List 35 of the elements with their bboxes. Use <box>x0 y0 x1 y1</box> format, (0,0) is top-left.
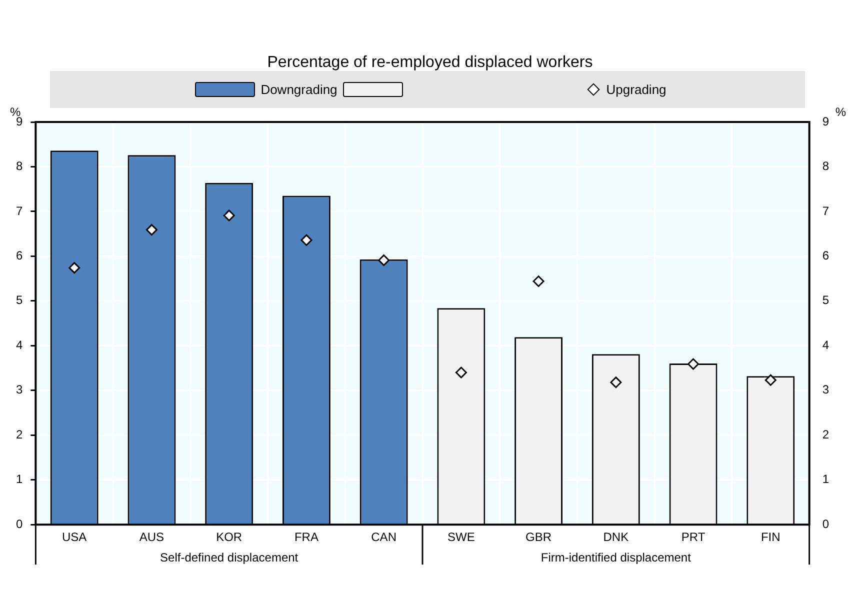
legend-label: Downgrading <box>260 82 338 97</box>
y-tick-label: 8 <box>16 159 23 174</box>
text: Firm-identified displacement <box>540 550 692 565</box>
y-tick-label: 5 <box>16 293 23 308</box>
chart-title: Percentage of re-employed displaced workers <box>267 54 593 71</box>
y2-tick-label: 9 <box>822 114 830 128</box>
x-tick-label: KOR <box>216 530 242 544</box>
y-tick-label: 7 <box>16 204 23 218</box>
y2-tick-label: 2 <box>822 427 830 442</box>
y2-tick-label: 7 <box>822 204 830 218</box>
text: Self-defined displacement <box>160 550 299 565</box>
y-tick-label: 3 <box>16 382 23 397</box>
x-tick-label: FIN <box>760 530 780 544</box>
y2-tick-label: 0 <box>822 516 830 531</box>
y-tick-label: 4 <box>16 338 23 352</box>
legend-label: Upgrading <box>606 82 666 97</box>
x-tick-label: CAN <box>371 530 396 544</box>
x-tick-label: FRA <box>294 530 318 544</box>
y-tick-label: 0 <box>16 516 23 531</box>
x-tick-label: PRT <box>681 530 706 544</box>
x-tick-label: GBR <box>526 530 552 544</box>
y2-axis-title: % <box>835 105 846 119</box>
x-tick-label: DNK <box>603 530 629 544</box>
y2-tick-label: 8 <box>822 159 830 174</box>
y2-tick-label: 3 <box>822 382 830 397</box>
y2-tick-label: 4 <box>822 338 830 352</box>
x-tick-label: AUS <box>139 530 164 544</box>
y2-tick-label: 1 <box>822 472 830 486</box>
x-tick-label: USA <box>62 530 87 544</box>
y-tick-label: 6 <box>16 248 23 263</box>
y2-tick-label: 6 <box>822 248 830 263</box>
x-tick-label: SWE <box>448 530 475 544</box>
y2-tick-label: 5 <box>822 293 830 308</box>
y-tick-label: 1 <box>16 472 23 486</box>
y-tick-label: 2 <box>16 427 23 442</box>
